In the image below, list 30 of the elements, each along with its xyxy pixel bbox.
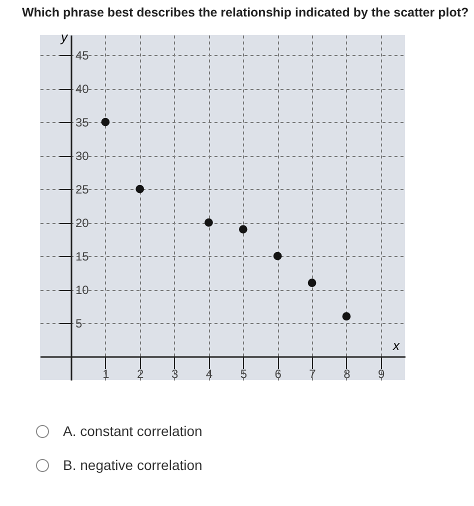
point bbox=[136, 184, 144, 194]
x-tick-label: 8 bbox=[344, 367, 351, 382]
x-tick-label: 7 bbox=[309, 367, 316, 382]
point bbox=[238, 225, 248, 234]
y-tick-label: 25 bbox=[75, 182, 90, 197]
y-tick-label: 5 bbox=[75, 316, 82, 331]
chart-title: Which phrase best describes the relationship indicated by the scatter plot? bbox=[22, 6, 469, 20]
text: B. negative correlation bbox=[63, 457, 202, 473]
point bbox=[101, 118, 110, 126]
y-tick-label: 15 bbox=[75, 250, 90, 264]
point bbox=[308, 278, 316, 288]
x-tick-label: 2 bbox=[137, 367, 144, 382]
x-tick-label: 1 bbox=[102, 367, 110, 382]
y-tick-label: 20 bbox=[75, 216, 90, 230]
x-tick-label: 5 bbox=[240, 367, 248, 382]
y-tick-label: 45 bbox=[75, 48, 90, 63]
y-tick-label: 10 bbox=[75, 283, 90, 298]
y-tick-label: 40 bbox=[75, 82, 90, 96]
point bbox=[342, 312, 351, 321]
point bbox=[273, 252, 282, 260]
y-axis-title: y bbox=[60, 30, 69, 44]
text: A. constant correlation bbox=[63, 423, 202, 439]
y-tick-label: 30 bbox=[75, 149, 90, 164]
x-tick-label: 3 bbox=[171, 367, 178, 382]
x-tick-label: 4 bbox=[206, 367, 213, 382]
y-tick-label: 35 bbox=[75, 116, 90, 130]
x-tick-label: 6 bbox=[274, 367, 282, 382]
x-tick-label: 9 bbox=[378, 367, 386, 382]
x-axis-title: x bbox=[392, 338, 400, 354]
point bbox=[204, 218, 213, 227]
